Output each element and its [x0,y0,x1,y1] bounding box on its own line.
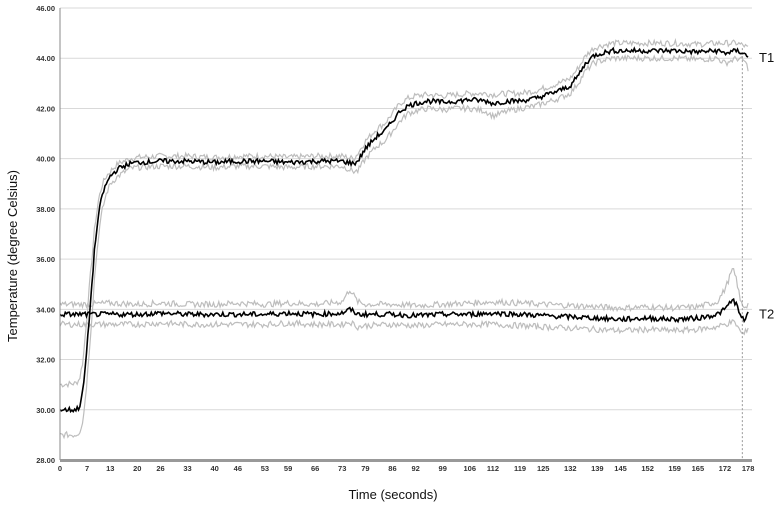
axes [59,8,752,462]
x-tick-labels: 0 7 13 20 26 33 40 46 53 59 66 73 79 86 92 99 106 112 119 1… [58,464,754,473]
x-axis-title: Time (seconds) [348,487,437,502]
band-lower-line [59,318,749,336]
x-tick-label: 46 [234,464,242,473]
y-tick-label: 34.00 [36,305,55,314]
y-tick-label: 40.00 [36,155,55,164]
x-tick-label: 119 [514,464,526,473]
series-label-t1: T1 [759,50,774,65]
x-tick-label: 132 [564,464,577,473]
x-tick-label: 13 [106,464,114,473]
series-line-t1 [59,46,749,414]
x-tick-label: 172 [719,464,732,473]
y-tick-label: 44.00 [36,54,55,63]
x-tick-label: 73 [338,464,346,473]
x-tick-label: 66 [311,464,319,473]
x-tick-label: 26 [156,464,164,473]
x-tick-label: 7 [85,464,89,473]
x-tick-label: 125 [537,464,550,473]
series-lines [59,46,749,414]
x-tick-label: 40 [210,464,218,473]
x-tick-label: 59 [284,464,292,473]
y-tick-label: 42.00 [36,104,55,113]
band-upper-line [59,267,749,313]
y-axis-title: Temperature (degree Celsius) [5,170,20,342]
x-tick-label: 106 [464,464,477,473]
confidence-bands [59,37,749,440]
x-tick-label: 86 [388,464,396,473]
x-tick-label: 145 [614,464,627,473]
x-tick-label: 99 [439,464,447,473]
x-tick-label: 20 [133,464,141,473]
x-axis-line [60,459,752,462]
x-tick-label: 159 [668,464,681,473]
x-tick-label: 152 [641,464,654,473]
x-tick-label: 33 [183,464,191,473]
x-tick-label: 79 [361,464,369,473]
x-tick-label: 139 [591,464,604,473]
y-tick-label: 32.00 [36,356,55,365]
band-lower-line [59,53,749,440]
x-tick-label: 53 [261,464,269,473]
y-tick-label: 28.00 [36,456,55,465]
band-upper-line [59,37,749,389]
x-tick-label: 112 [487,464,499,473]
y-tick-label: 30.00 [36,406,55,415]
x-tick-label: 92 [411,464,419,473]
x-tick-label: 165 [692,464,705,473]
y-tick-labels: 28.00 30.00 32.00 34.00 36.00 38.00 40.00 42.00… [36,4,55,465]
x-tick-label: 0 [58,464,62,473]
grid-lines [60,7,752,461]
y-tick-label: 36.00 [36,255,55,264]
series-labels: T1 T2 [759,50,774,321]
series-line-t2 [59,297,749,324]
y-tick-label: 38.00 [36,205,55,214]
series-label-t2: T2 [759,306,774,321]
y-tick-label: 46.00 [36,4,55,13]
x-tick-label: 178 [742,464,755,473]
